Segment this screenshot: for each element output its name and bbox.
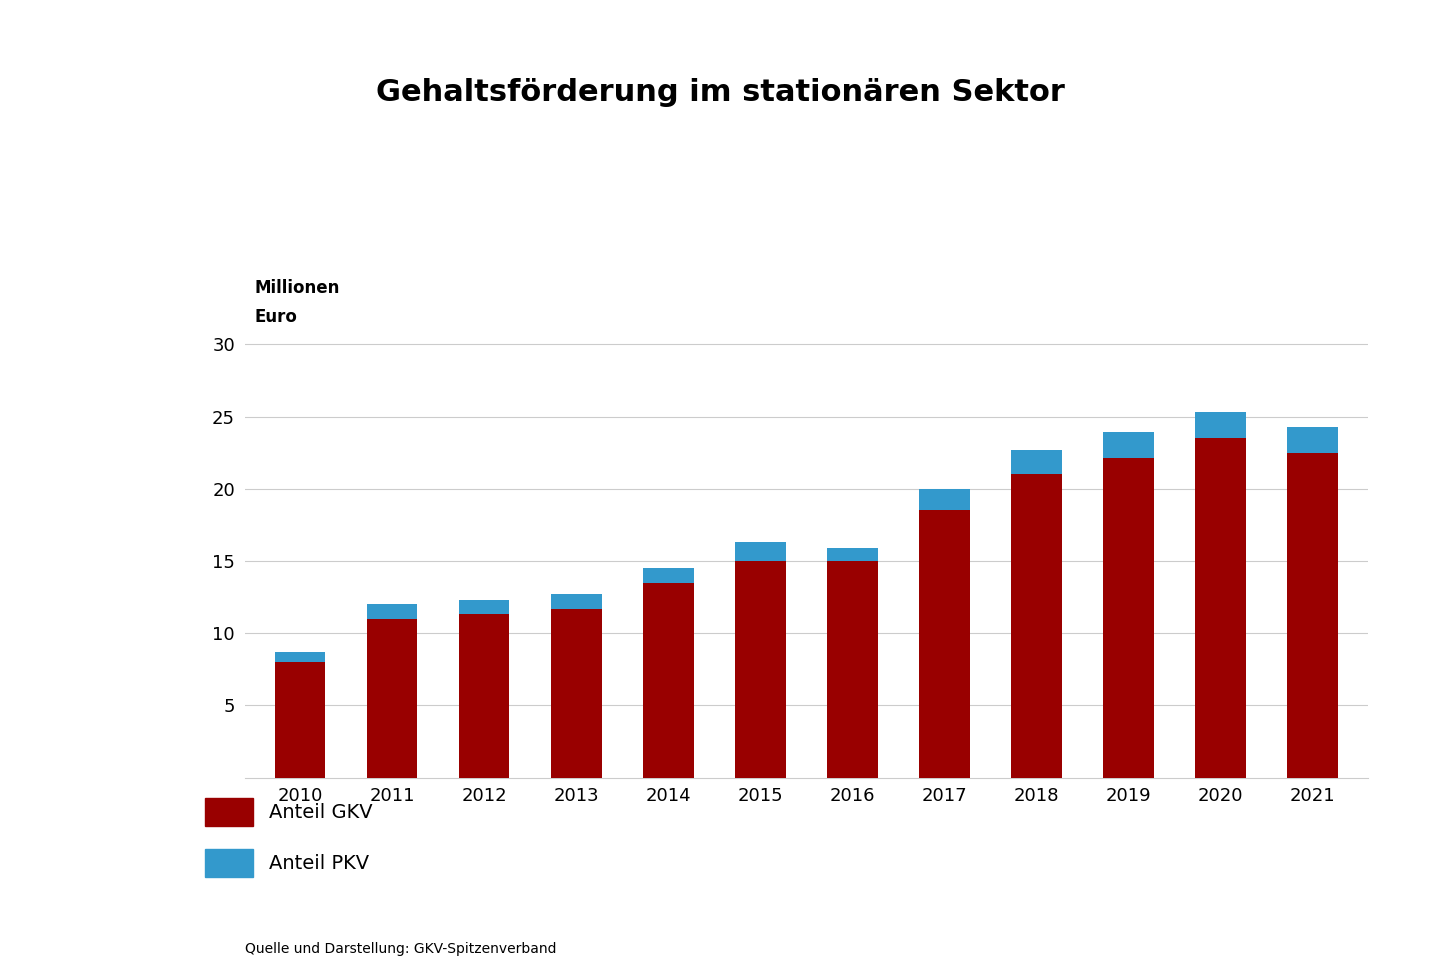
Text: Millionen: Millionen bbox=[253, 279, 340, 297]
Bar bbox=[459, 600, 510, 614]
Bar bbox=[1195, 412, 1246, 438]
Bar bbox=[275, 662, 325, 778]
Bar bbox=[367, 619, 418, 778]
Bar bbox=[1011, 450, 1061, 474]
Bar bbox=[552, 608, 602, 778]
Bar bbox=[1195, 438, 1246, 778]
Bar bbox=[734, 561, 786, 778]
Bar bbox=[459, 614, 510, 778]
Bar bbox=[275, 652, 325, 662]
Text: Euro: Euro bbox=[253, 308, 297, 327]
Bar bbox=[644, 582, 694, 778]
Text: Gehaltsförderung im stationären Sektor: Gehaltsförderung im stationären Sektor bbox=[376, 78, 1064, 107]
Bar bbox=[1287, 453, 1338, 778]
Bar bbox=[1103, 433, 1153, 459]
Bar bbox=[734, 542, 786, 561]
Bar bbox=[644, 569, 694, 582]
Bar bbox=[1103, 459, 1153, 778]
Legend: Anteil GKV, Anteil PKV: Anteil GKV, Anteil PKV bbox=[197, 790, 380, 885]
Bar bbox=[1287, 427, 1338, 453]
Bar bbox=[919, 489, 969, 510]
Text: Quelle und Darstellung: GKV-Spitzenverband: Quelle und Darstellung: GKV-Spitzenverba… bbox=[245, 942, 556, 955]
Bar bbox=[827, 548, 878, 561]
Bar bbox=[1011, 474, 1061, 778]
Bar bbox=[827, 561, 878, 778]
Bar bbox=[919, 510, 969, 778]
Bar bbox=[552, 594, 602, 608]
Bar bbox=[367, 605, 418, 619]
